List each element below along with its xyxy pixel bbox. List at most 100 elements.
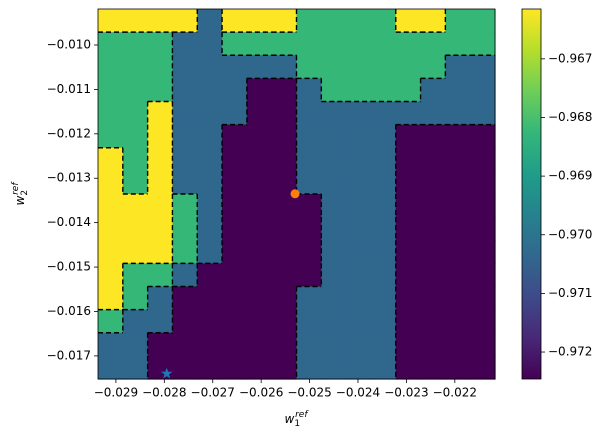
- contour-cell: [271, 240, 298, 264]
- contour-cell: [346, 194, 372, 218]
- contour-cell: [122, 355, 149, 380]
- contour-cell: [197, 78, 223, 103]
- contour-cell: [445, 263, 471, 288]
- contour-cell: [370, 240, 397, 264]
- contour-cell: [395, 32, 422, 56]
- contour-cell: [222, 147, 248, 172]
- contour-cell: [122, 332, 149, 357]
- contour-cell: [420, 263, 446, 288]
- contour-cell: [147, 170, 174, 195]
- contour-cell: [395, 286, 422, 311]
- contour-cell: [222, 286, 248, 311]
- contour-cell: [197, 124, 223, 149]
- contour-cell: [346, 32, 372, 56]
- contour-cell: [296, 217, 322, 241]
- contour-cell: [395, 309, 422, 334]
- contour-cell: [197, 32, 223, 56]
- contour-cell: [147, 286, 174, 311]
- contour-cell: [172, 217, 198, 241]
- contour-cell: [296, 32, 322, 56]
- contour-cell: [271, 101, 298, 126]
- contour-cell: [296, 9, 322, 33]
- contour-cell: [246, 101, 273, 126]
- contour-cell: [296, 332, 322, 357]
- contour-cell: [395, 55, 422, 79]
- x-tick-label: −0.029: [94, 386, 138, 400]
- contour-cell: [370, 78, 397, 103]
- contour-cell: [122, 101, 149, 126]
- colorbar-tick-label: −0.968: [548, 110, 592, 124]
- contour-cell: [122, 240, 149, 264]
- contour-cell: [445, 217, 471, 241]
- contour-cell: [296, 124, 322, 149]
- contour-cell: [395, 332, 422, 357]
- contour-cell: [370, 147, 397, 172]
- contour-cell: [98, 170, 124, 195]
- contour-cell: [98, 32, 124, 56]
- colorbar-tick-label: −0.972: [548, 345, 592, 359]
- x-tick-label: −0.026: [239, 386, 283, 400]
- axis-label-sup: ref: [11, 181, 21, 195]
- x-axis-label: w1ref: [285, 410, 310, 429]
- contour-cell: [222, 240, 248, 264]
- contour-cell: [246, 124, 273, 149]
- x-tick-label: −0.028: [142, 386, 186, 400]
- contour-cell: [321, 217, 347, 241]
- contour-cell: [321, 263, 347, 288]
- contour-cell: [395, 78, 422, 103]
- contour-cell: [122, 309, 149, 334]
- contour-cell: [147, 309, 174, 334]
- contour-cell: [470, 101, 496, 126]
- contour-cell: [172, 78, 198, 103]
- contour-cell: [420, 147, 446, 172]
- contour-cell: [246, 9, 273, 33]
- contour-cell: [321, 78, 347, 103]
- contour-cell: [470, 78, 496, 103]
- contour-cell: [420, 124, 446, 149]
- contour-cell: [122, 147, 149, 172]
- marker: [290, 189, 300, 199]
- contour-cell: [197, 263, 223, 288]
- contour-cell: [222, 170, 248, 195]
- contour-cell: [296, 309, 322, 334]
- contour-cell: [420, 240, 446, 264]
- axis-label-sub: 1: [294, 419, 300, 429]
- contour-cell: [370, 286, 397, 311]
- contour-cell: [271, 194, 298, 218]
- contour-cell: [420, 355, 446, 380]
- contour-cell: [445, 55, 471, 79]
- contour-cell: [470, 124, 496, 149]
- x-tick-label: −0.023: [384, 386, 428, 400]
- contour-cell: [470, 217, 496, 241]
- contour-cell: [395, 101, 422, 126]
- contour-cell: [296, 170, 322, 195]
- contour-cell: [246, 55, 273, 79]
- contour-cell: [246, 286, 273, 311]
- contour-cell: [321, 355, 347, 380]
- contour-cell: [172, 147, 198, 172]
- contour-cell: [470, 147, 496, 172]
- contour-cell: [395, 263, 422, 288]
- contour-cell: [98, 55, 124, 79]
- contour-cell: [445, 124, 471, 149]
- y-tick-label: −0.012: [47, 126, 91, 140]
- contour-cell: [321, 55, 347, 79]
- contour-cell: [222, 124, 248, 149]
- plot-frame: [97, 8, 496, 380]
- contour-cell: [445, 147, 471, 172]
- contour-cell: [246, 309, 273, 334]
- contour-cell: [370, 263, 397, 288]
- y-tick-label: −0.017: [47, 348, 91, 362]
- contour-cell: [98, 263, 124, 288]
- contour-cell: [197, 240, 223, 264]
- contour-cell: [296, 240, 322, 264]
- contour-cell: [197, 55, 223, 79]
- contour-cell: [246, 78, 273, 103]
- contour-cell: [321, 9, 347, 33]
- contour-cell: [98, 332, 124, 357]
- contour-cell: [222, 32, 248, 56]
- contour-cell: [98, 124, 124, 149]
- contour-cell: [172, 194, 198, 218]
- contour-cell: [172, 101, 198, 126]
- contour-cell: [370, 32, 397, 56]
